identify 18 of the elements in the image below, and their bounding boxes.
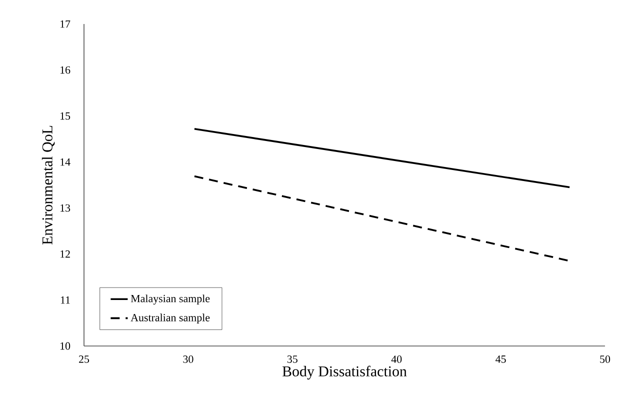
- y-tick-label: 17: [60, 20, 70, 28]
- y-tick-label: 13: [60, 204, 70, 212]
- y-tick-label: 15: [60, 112, 70, 120]
- x-tick-label: 30: [183, 356, 194, 363]
- y-axis-title: Environmental QoL: [42, 126, 55, 245]
- y-tick-label: 11: [60, 296, 70, 304]
- legend-label: Australian sample: [130, 314, 210, 324]
- y-tick-label: 14: [60, 158, 70, 166]
- x-tick-label: 35: [287, 356, 298, 363]
- y-tick-label: 10: [60, 342, 70, 350]
- y-tick-label: 12: [60, 250, 70, 258]
- x-tick-label: 25: [79, 356, 90, 363]
- x-tick-label: 45: [496, 356, 506, 363]
- y-tick-label: 16: [60, 66, 70, 74]
- x-tick-label: 50: [600, 356, 610, 363]
- x-tick-label: 40: [391, 356, 402, 363]
- legend-label: Malaysian sample: [130, 294, 210, 305]
- x-axis-title: Body Dissatisfaction: [282, 366, 407, 380]
